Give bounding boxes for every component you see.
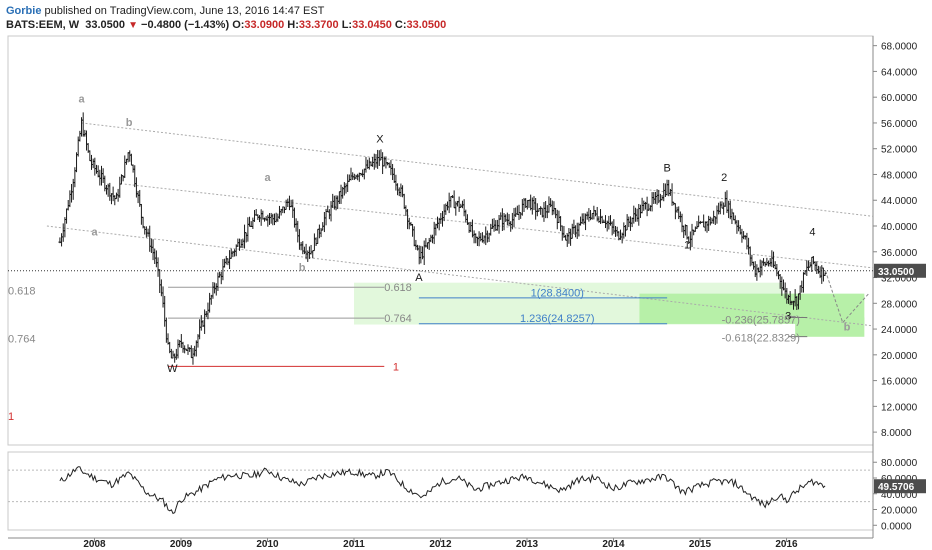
open-label: O: bbox=[232, 19, 245, 31]
wave-label: W bbox=[167, 363, 178, 375]
low-label: L: bbox=[341, 19, 353, 31]
rsi-value-badge bbox=[874, 479, 926, 494]
y-tick-label: 56.0000 bbox=[881, 119, 918, 130]
ohlc-legend: BATS:EEM, W 33.0500 ▼ −0.4800 (−1.43%) O… bbox=[6, 19, 446, 31]
high-label: H: bbox=[287, 19, 299, 31]
rsi-tick-label: 40.0000 bbox=[881, 490, 918, 501]
x-tick-label: 2012 bbox=[429, 539, 452, 550]
rsi-tick-label: 0.0000 bbox=[881, 521, 912, 532]
wave-label: 4 bbox=[809, 227, 815, 239]
x-tick-label: 2009 bbox=[170, 539, 193, 550]
fib-label: 1.236(24.8257) bbox=[520, 313, 595, 325]
rsi-tick-label: 80.0000 bbox=[881, 458, 918, 469]
rsi-line bbox=[59, 466, 826, 515]
y-tick-label: 60.0000 bbox=[881, 93, 918, 104]
close-label: C: bbox=[394, 19, 407, 31]
fib-label: 1 bbox=[8, 411, 14, 423]
symbol-label: BATS:EEM, W bbox=[6, 19, 80, 31]
wave-label: a bbox=[264, 172, 271, 184]
y-tick-label: 20.0000 bbox=[881, 351, 918, 362]
y-tick-label: 24.0000 bbox=[881, 325, 918, 336]
last-price: 33.0500 bbox=[85, 19, 126, 31]
y-tick-label: 52.0000 bbox=[881, 145, 918, 156]
author-link[interactable]: Gorbie bbox=[6, 5, 42, 17]
wave-label: 1 bbox=[684, 240, 690, 252]
x-tick-label: 2010 bbox=[256, 539, 279, 550]
wave-label: B bbox=[663, 162, 670, 174]
chart-header: Gorbie published on TradingView.com, Jun… bbox=[0, 0, 932, 36]
x-tick-label: 2008 bbox=[83, 539, 106, 550]
y-tick-label: 32.0000 bbox=[881, 274, 918, 285]
fib-label: 0.618 bbox=[8, 285, 36, 297]
last-price-badge-text: 33.0500 bbox=[878, 267, 915, 278]
y-tick-label: 12.0000 bbox=[881, 402, 918, 413]
lower-channel-line bbox=[46, 225, 874, 327]
fib-label: -0.236(25.7857) bbox=[722, 314, 800, 326]
down-arrow-icon: ▼ bbox=[128, 20, 138, 31]
last-price-badge bbox=[874, 263, 926, 278]
wave-label: A bbox=[415, 272, 423, 284]
y-tick-label: 64.0000 bbox=[881, 67, 918, 78]
projection-path bbox=[824, 270, 870, 324]
price-change: −0.4800 (−1.43%) bbox=[141, 19, 230, 31]
main-pane-frame bbox=[7, 35, 874, 446]
fib-label: 0.764 bbox=[8, 334, 36, 346]
y-tick-label: 28.0000 bbox=[881, 299, 918, 310]
y-tick-label: 8.0000 bbox=[881, 428, 912, 439]
high-value: 33.3700 bbox=[298, 19, 339, 31]
wave-label: b bbox=[126, 117, 133, 129]
rsi-tick-label: 20.0000 bbox=[881, 506, 918, 517]
y-tick-label: 40.0000 bbox=[881, 222, 918, 233]
x-tick-label: 2014 bbox=[602, 539, 625, 550]
fib-label: 1 bbox=[393, 361, 399, 373]
fib-label: 0.764 bbox=[384, 313, 412, 325]
fib-label: -0.618(22.8329) bbox=[722, 332, 800, 344]
low-value: 33.0450 bbox=[352, 19, 392, 31]
fib-label: 1(28.8400) bbox=[531, 287, 584, 299]
wave-label: 3 bbox=[785, 310, 791, 322]
wave-label: a bbox=[78, 93, 85, 105]
wave-label: b bbox=[844, 321, 851, 333]
upper-channel-line bbox=[81, 122, 874, 217]
publish-text: published on TradingView.com, June 13, 2… bbox=[44, 5, 325, 17]
open-value: 33.0900 bbox=[244, 19, 285, 31]
x-tick-label: 2016 bbox=[775, 539, 798, 550]
wave-label: b bbox=[299, 262, 306, 274]
publish-info: Gorbie published on TradingView.com, Jun… bbox=[6, 5, 324, 17]
wave-label: a bbox=[91, 227, 98, 239]
y-tick-label: 68.0000 bbox=[881, 42, 918, 53]
x-tick-label: 2013 bbox=[516, 539, 539, 550]
y-tick-label: 16.0000 bbox=[881, 377, 918, 388]
wave-label: X bbox=[376, 133, 384, 145]
y-tick-label: 44.0000 bbox=[881, 196, 918, 207]
wave-label: 2 bbox=[721, 172, 727, 184]
y-tick-label: 48.0000 bbox=[881, 170, 918, 181]
x-tick-label: 2015 bbox=[689, 539, 712, 550]
fib-label: 0.618 bbox=[384, 282, 412, 294]
y-tick-label: 36.0000 bbox=[881, 248, 918, 259]
x-tick-label: 2011 bbox=[343, 539, 365, 550]
close-value: 33.0500 bbox=[406, 19, 447, 31]
rsi-value-text: 49.5706 bbox=[878, 482, 915, 493]
